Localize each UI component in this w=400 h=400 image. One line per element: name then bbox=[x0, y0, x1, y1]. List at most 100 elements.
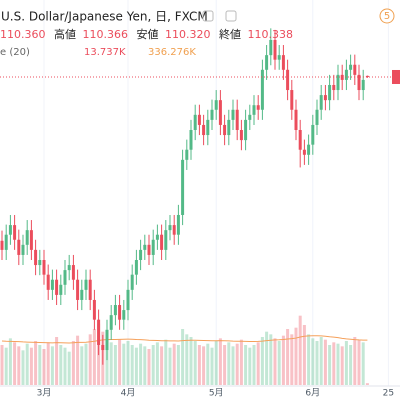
volume-bar bbox=[365, 383, 369, 385]
volume-bar bbox=[340, 346, 344, 385]
candle-body bbox=[235, 109, 239, 130]
candle-body bbox=[290, 90, 294, 110]
candle-body bbox=[298, 130, 302, 150]
volume-bar bbox=[118, 339, 122, 385]
ohlc-row: 110.360 高値 110.366 安値 110.320 終値 110.338 bbox=[0, 27, 293, 41]
volume-bar bbox=[46, 342, 50, 385]
volume-bar bbox=[315, 341, 319, 385]
candle-body bbox=[143, 244, 147, 250]
close-label: 終値 bbox=[219, 28, 241, 41]
candle-body bbox=[38, 260, 42, 266]
settings-button[interactable] bbox=[225, 10, 237, 22]
x-tick-label: 4月 bbox=[121, 388, 136, 399]
volume-bar bbox=[290, 334, 294, 385]
volume-bar bbox=[151, 345, 155, 385]
volume-bar bbox=[76, 335, 80, 385]
volume-bar bbox=[84, 343, 88, 385]
volume-bar bbox=[269, 334, 273, 385]
candle-body bbox=[218, 100, 222, 125]
candle-body bbox=[59, 284, 63, 295]
time-axis bbox=[0, 386, 400, 400]
volume-bar bbox=[214, 341, 218, 385]
volume-bar bbox=[172, 343, 176, 385]
candle-body bbox=[29, 230, 33, 250]
volume-bar bbox=[134, 347, 138, 385]
x-tick-label: 3月 bbox=[37, 388, 52, 399]
volume-bar bbox=[176, 345, 180, 385]
close-value: 110.338 bbox=[248, 28, 294, 41]
volume-bar bbox=[248, 347, 252, 385]
volume-bar bbox=[122, 343, 126, 385]
alert-badge[interactable] bbox=[379, 8, 395, 24]
volume-ma-last: 336.276K bbox=[148, 47, 196, 58]
candle-body bbox=[344, 69, 348, 80]
candle-body bbox=[353, 64, 357, 75]
plot-area bbox=[0, 0, 400, 386]
volume-bar bbox=[29, 347, 33, 385]
candle-body bbox=[332, 84, 336, 91]
volume-bar bbox=[223, 345, 227, 385]
volume-bar bbox=[210, 347, 214, 385]
candle-body bbox=[265, 55, 269, 70]
candle-body bbox=[139, 249, 143, 260]
volume-bar bbox=[206, 343, 210, 385]
candle-body bbox=[361, 79, 365, 91]
volume-bar bbox=[252, 345, 256, 385]
candle-body bbox=[101, 344, 105, 351]
candle-body bbox=[227, 119, 231, 136]
volume-bar bbox=[25, 343, 29, 385]
low-value: 110.320 bbox=[165, 28, 211, 41]
candle-body bbox=[210, 109, 214, 120]
volume-bar bbox=[34, 341, 38, 385]
candle-body bbox=[281, 55, 285, 70]
collapse-button[interactable] bbox=[202, 10, 214, 22]
volume-bar bbox=[265, 331, 269, 385]
candle-body bbox=[260, 69, 264, 110]
candle-body bbox=[88, 279, 92, 300]
candle-body bbox=[63, 270, 67, 285]
volume-bar bbox=[126, 341, 130, 385]
candle-body bbox=[50, 279, 54, 290]
candle-body bbox=[122, 310, 126, 320]
candle-body bbox=[0, 240, 4, 250]
volume-bar bbox=[147, 349, 151, 385]
volume-bar bbox=[164, 339, 168, 385]
volume-bar bbox=[260, 337, 264, 385]
candle-body bbox=[202, 124, 206, 136]
volume-bar bbox=[168, 347, 172, 385]
volume-bar bbox=[231, 346, 235, 385]
volume-bar bbox=[277, 341, 281, 385]
candle-body bbox=[151, 239, 155, 255]
volume-bar bbox=[336, 343, 340, 385]
candle-body bbox=[193, 114, 197, 130]
candle-body bbox=[181, 159, 185, 215]
candle-body bbox=[21, 244, 25, 255]
candle-body bbox=[315, 109, 319, 125]
last-price-tag bbox=[392, 69, 400, 84]
volume-bar bbox=[197, 345, 201, 385]
candle-body bbox=[311, 124, 315, 145]
candle-body bbox=[92, 299, 96, 320]
candle-body bbox=[248, 114, 252, 120]
volume-bar bbox=[332, 342, 336, 385]
candle-body bbox=[17, 239, 21, 255]
volume-bar bbox=[323, 339, 327, 385]
volume-bar bbox=[67, 351, 71, 385]
candle-body bbox=[118, 305, 122, 320]
candle-body bbox=[197, 114, 201, 125]
candle-body bbox=[155, 234, 159, 240]
volume-bar bbox=[311, 338, 315, 385]
volume-bar bbox=[302, 325, 306, 385]
candle-body bbox=[269, 39, 273, 56]
volume-bar bbox=[71, 341, 75, 385]
candle-body bbox=[323, 95, 327, 101]
volume-bar bbox=[349, 345, 353, 385]
volume-bar bbox=[13, 342, 17, 385]
candle-body bbox=[336, 74, 340, 91]
volume-bar bbox=[130, 345, 134, 385]
low-label: 安値 bbox=[137, 28, 159, 41]
candle-body bbox=[357, 74, 361, 91]
volume-bar bbox=[202, 346, 206, 385]
candle-body bbox=[76, 279, 80, 300]
